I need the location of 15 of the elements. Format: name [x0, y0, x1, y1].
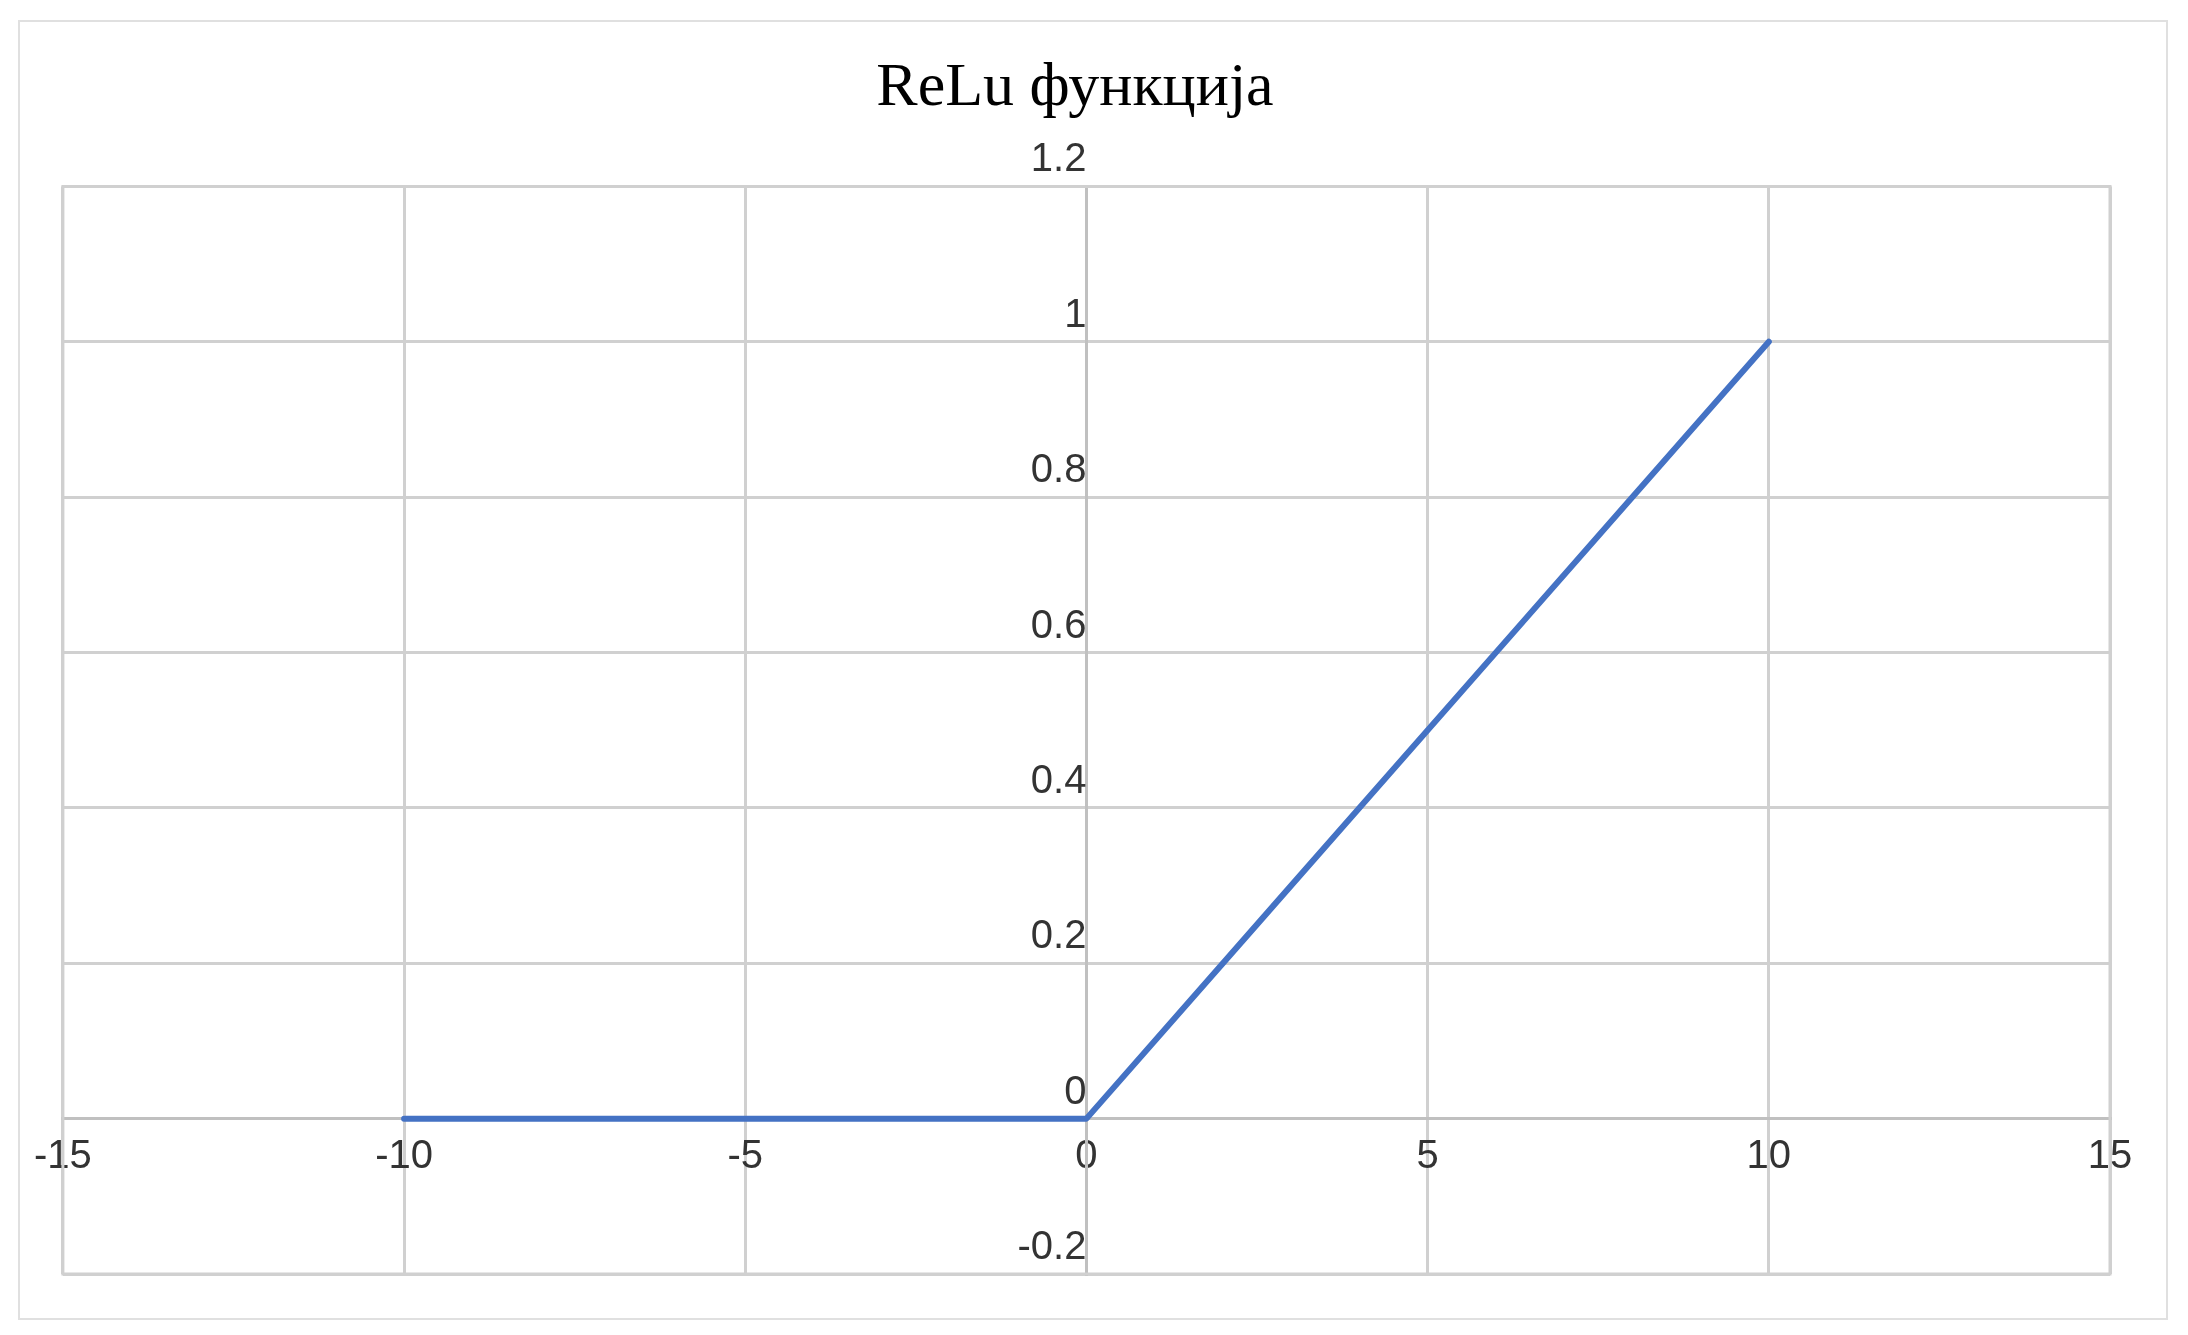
- y-tick-label: -0.2: [1017, 1223, 1087, 1268]
- y-tick-label: 0.4: [1030, 756, 1087, 801]
- chart-title: ReLu функција: [876, 50, 1274, 119]
- y-tick-label: 1: [1064, 290, 1087, 335]
- y-tick-label: 0.2: [1030, 912, 1087, 957]
- x-tick-label: -10: [375, 1131, 433, 1176]
- y-tick-label: 0.6: [1030, 601, 1087, 646]
- x-tick-label: -5: [727, 1131, 764, 1176]
- y-tick-label: 1.2: [1030, 135, 1087, 180]
- x-tick-label: 15: [2087, 1131, 2133, 1176]
- x-tick-label: 10: [1746, 1131, 1792, 1176]
- x-tick-label: -15: [34, 1131, 92, 1176]
- y-tick-label: 0.8: [1030, 446, 1087, 491]
- x-tick-label: 5: [1416, 1131, 1439, 1176]
- y-tick-label: 0: [1064, 1067, 1087, 1112]
